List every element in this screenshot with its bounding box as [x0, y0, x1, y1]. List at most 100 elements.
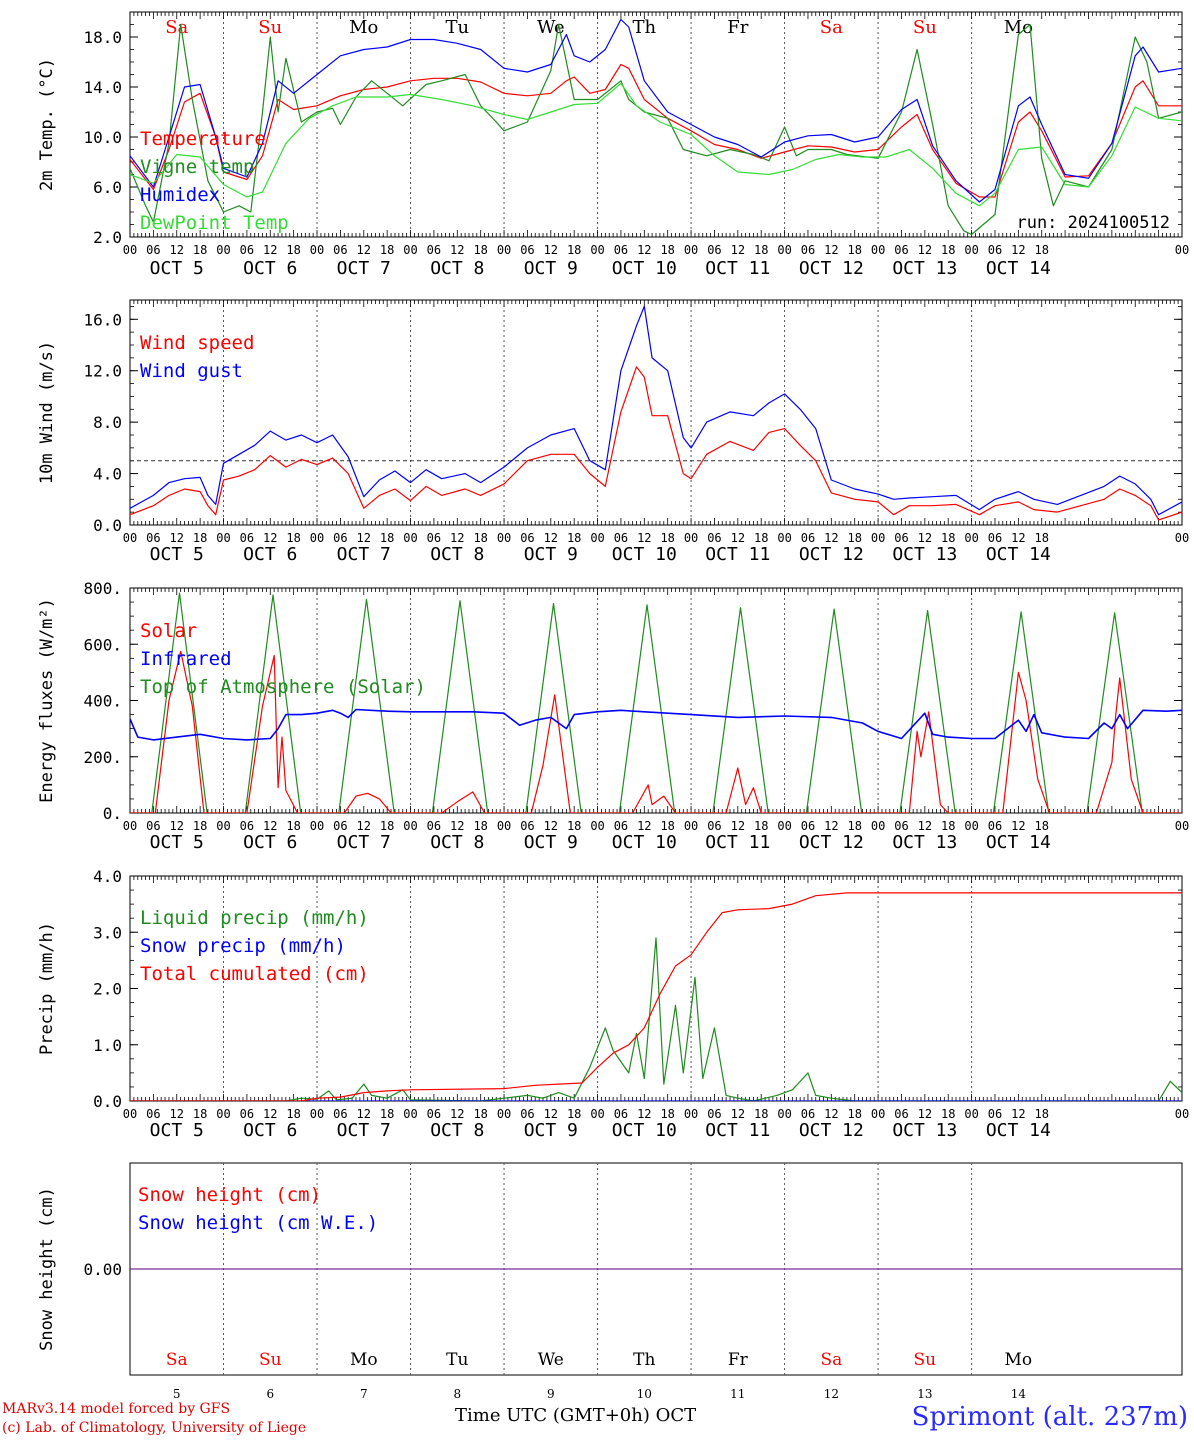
- date-label: OCT 11: [705, 544, 770, 565]
- series-line-red: [130, 892, 1182, 1101]
- y-axis-label: 10m Wind (m/s): [37, 341, 57, 484]
- hour-tick-label: 06: [146, 1107, 160, 1121]
- weekday-label: Mo: [349, 17, 378, 38]
- legend-entry: Snow height (cm): [138, 1184, 321, 1206]
- hour-tick-label: 00: [777, 243, 791, 257]
- y-tick-label: 4.0: [93, 465, 122, 484]
- hour-tick-label: 00: [123, 1107, 137, 1121]
- hour-tick-label: 12: [731, 243, 745, 257]
- model-credit: MARv3.14 model forced by GFS (c) Lab. of…: [2, 1400, 306, 1438]
- hour-tick-label: 06: [614, 243, 628, 257]
- hour-tick-label: 18: [660, 1107, 674, 1121]
- hour-tick-label: 12: [824, 819, 838, 833]
- hour-tick-label: 00: [684, 531, 698, 545]
- hour-tick-label: 06: [707, 531, 721, 545]
- series-line-blue: [130, 708, 1182, 741]
- weekday-label: Th: [633, 1350, 655, 1370]
- hour-tick-label: 18: [473, 1107, 487, 1121]
- hour-tick-label: 00: [684, 1107, 698, 1121]
- hour-tick-label: 06: [333, 819, 347, 833]
- date-number: 6: [266, 1387, 274, 1400]
- hour-tick-label: 12: [450, 819, 464, 833]
- date-label: OCT 6: [243, 544, 297, 565]
- series-line-blue: [130, 305, 1182, 516]
- hour-tick-label: 00: [1175, 819, 1189, 833]
- legend-entry: Snow precip (mm/h): [140, 935, 346, 957]
- y-tick-label: 2.0: [93, 980, 122, 999]
- hour-tick-label: 18: [1035, 1107, 1049, 1121]
- hour-tick-label: 12: [731, 1107, 745, 1121]
- hour-tick-label: 00: [964, 1107, 978, 1121]
- date-number: 11: [730, 1387, 745, 1400]
- date-label: OCT 9: [524, 258, 578, 279]
- hour-tick-label: 18: [380, 1107, 394, 1121]
- hour-tick-label: 18: [754, 243, 768, 257]
- hour-tick-label: 18: [1035, 243, 1049, 257]
- hour-tick-label: 06: [520, 1107, 534, 1121]
- hour-tick-label: 00: [216, 1107, 230, 1121]
- hour-tick-label: 18: [847, 531, 861, 545]
- date-label: OCT 5: [150, 544, 204, 565]
- hour-tick-label: 00: [310, 531, 324, 545]
- hour-tick-label: 00: [871, 243, 885, 257]
- hour-tick-label: 12: [1011, 243, 1025, 257]
- date-label: OCT 6: [243, 1120, 297, 1141]
- legend-entry: Infrared: [140, 648, 232, 670]
- hour-tick-label: 12: [731, 819, 745, 833]
- hour-tick-label: 12: [1011, 819, 1025, 833]
- hour-tick-label: 18: [473, 531, 487, 545]
- hour-tick-label: 00: [216, 243, 230, 257]
- hour-tick-label: 06: [520, 819, 534, 833]
- y-tick-label: 3.0: [93, 923, 122, 942]
- hour-tick-label: 06: [520, 243, 534, 257]
- date-label: OCT 10: [612, 258, 677, 279]
- hour-tick-label: 00: [497, 243, 511, 257]
- y-axis-label: Energy fluxes (W/m²): [37, 598, 57, 803]
- series-line-blue: [130, 18, 1182, 203]
- legend-entry: Temperature: [140, 128, 266, 150]
- hour-tick-label: 00: [216, 819, 230, 833]
- hour-tick-label: 06: [988, 243, 1002, 257]
- hour-tick-label: 12: [263, 819, 277, 833]
- hour-tick-label: 00: [403, 531, 417, 545]
- hour-tick-label: 18: [473, 243, 487, 257]
- hour-tick-label: 00: [964, 531, 978, 545]
- y-tick-label: 0.0: [93, 516, 122, 535]
- hour-tick-label: 18: [660, 243, 674, 257]
- hour-tick-label: 00: [590, 819, 604, 833]
- hour-tick-label: 12: [357, 531, 371, 545]
- weekday-label: Mo: [350, 1350, 378, 1370]
- date-label: OCT 9: [524, 832, 578, 853]
- hour-tick-label: 06: [894, 819, 908, 833]
- date-number: 12: [824, 1387, 839, 1400]
- hour-tick-label: 12: [544, 243, 558, 257]
- hour-tick-label: 12: [544, 819, 558, 833]
- panel-frame: [129, 299, 1183, 526]
- hour-tick-label: 12: [170, 243, 184, 257]
- hour-tick-label: 00: [310, 1107, 324, 1121]
- series-line-red: [130, 366, 1182, 521]
- hour-tick-label: 06: [614, 819, 628, 833]
- hour-tick-label: 00: [590, 531, 604, 545]
- hour-tick-label: 00: [777, 531, 791, 545]
- date-label: OCT 8: [430, 258, 484, 279]
- hour-tick-label: 12: [824, 1107, 838, 1121]
- legend-entry: Humidex: [140, 184, 220, 206]
- hour-tick-label: 06: [988, 531, 1002, 545]
- hour-tick-label: 18: [660, 531, 674, 545]
- hour-tick-label: 12: [263, 531, 277, 545]
- y-tick-label: 200.: [83, 748, 122, 767]
- hour-tick-label: 18: [286, 1107, 300, 1121]
- hour-tick-label: 06: [146, 243, 160, 257]
- hour-tick-label: 18: [193, 1107, 207, 1121]
- date-label: OCT 14: [986, 258, 1051, 279]
- hour-tick-label: 18: [660, 819, 674, 833]
- hour-tick-label: 00: [871, 531, 885, 545]
- hour-tick-label: 00: [497, 819, 511, 833]
- hour-tick-label: 06: [146, 819, 160, 833]
- weekday-label: We: [538, 1350, 564, 1370]
- weekday-label: Sa: [165, 17, 188, 38]
- date-label: OCT 5: [150, 1120, 204, 1141]
- hour-tick-label: 00: [1175, 243, 1189, 257]
- date-label: OCT 14: [986, 544, 1051, 565]
